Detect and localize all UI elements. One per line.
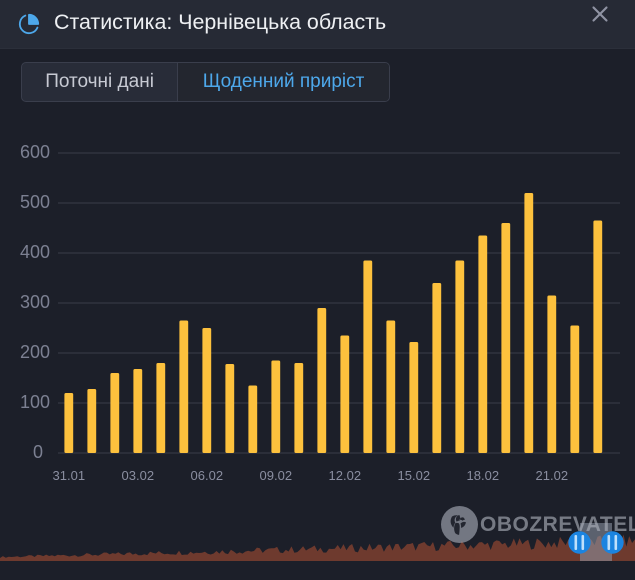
svg-text:15.02: 15.02 bbox=[398, 468, 431, 483]
svg-text:200: 200 bbox=[20, 342, 50, 362]
svg-text:100: 100 bbox=[20, 392, 50, 412]
svg-text:09.02: 09.02 bbox=[260, 468, 293, 483]
svg-text:03.02: 03.02 bbox=[122, 468, 155, 483]
svg-text:600: 600 bbox=[20, 142, 50, 162]
svg-text:12.02: 12.02 bbox=[329, 468, 362, 483]
svg-text:21.02: 21.02 bbox=[536, 468, 569, 483]
svg-text:06.02: 06.02 bbox=[191, 468, 224, 483]
svg-text:400: 400 bbox=[20, 242, 50, 262]
svg-text:300: 300 bbox=[20, 292, 50, 312]
svg-text:0: 0 bbox=[33, 442, 43, 462]
svg-text:500: 500 bbox=[20, 192, 50, 212]
svg-text:31.01: 31.01 bbox=[53, 468, 86, 483]
svg-text:18.02: 18.02 bbox=[467, 468, 500, 483]
